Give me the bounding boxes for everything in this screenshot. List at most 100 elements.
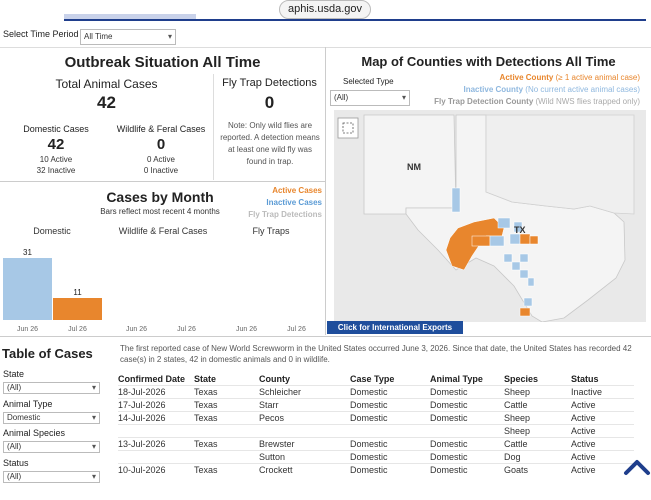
table-cell: Starr [259, 397, 350, 411]
county-active[interactable] [519, 307, 531, 317]
table-row[interactable]: 18-Jul-2026 Texas Schleicher Domestic Domest… [118, 384, 634, 398]
x-tick-label: Jun 26 [17, 326, 38, 333]
total-cases-label: Total Animal Cases [55, 77, 158, 91]
table-cell: Sutton [259, 449, 350, 463]
table-row[interactable]: Sutton Domestic Domestic Dog Active [118, 449, 634, 463]
column-header[interactable]: State [194, 374, 217, 385]
divider-vertical [325, 47, 326, 335]
table-cell [118, 423, 194, 437]
table-cell: Cattle [504, 436, 571, 450]
map-legend-inactive-label: Inactive County [463, 85, 524, 94]
filter-select-value: (All) [7, 442, 22, 451]
table-cell: Active [571, 436, 634, 450]
county-inactive[interactable] [519, 253, 529, 263]
county-inactive[interactable] [527, 277, 535, 287]
label-tx: TX [514, 225, 526, 235]
wildlife-cases-label: Wildlife & Feral Cases [116, 124, 206, 134]
table-row[interactable]: 13-Jul-2026 Texas Brewster Domestic Domestic… [118, 436, 634, 450]
selected-type-label: Selected Type [343, 77, 394, 86]
table-row[interactable]: Sheep Active [118, 423, 634, 437]
column-header[interactable]: Case Type [350, 374, 395, 385]
selected-type-select[interactable]: (All) ▾ [330, 90, 410, 106]
filter-label: Status [3, 458, 29, 468]
time-period-label: Select Time Period [3, 29, 79, 39]
time-period-select[interactable]: All Time ▾ [80, 29, 176, 45]
table-cell: Crockett [259, 462, 350, 476]
table-cell: Domestic [350, 397, 430, 411]
outbreak-title: Outbreak Situation All Time [64, 54, 261, 71]
table-cell: Sheep [504, 384, 571, 398]
county-inactive[interactable] [451, 187, 461, 213]
url-bar[interactable]: aphis.usda.gov [279, 0, 371, 19]
filter-select-value: (All) [7, 472, 22, 481]
table-cell: Texas [194, 384, 259, 398]
flytrap-value: 0 [264, 93, 275, 112]
table-cell: Active [571, 462, 634, 476]
county-active[interactable] [519, 233, 531, 245]
column-header[interactable]: Animal Type [430, 374, 483, 385]
map-legend-flytrap: Fly Trap Detection County (Wild NWS flie… [400, 97, 640, 106]
table-cell: Sheep [504, 423, 571, 437]
county-active[interactable] [471, 235, 491, 247]
cases-table-wrap: Confirmed Date State County Case Type Animal… [118, 374, 634, 476]
county-inactive[interactable] [489, 235, 505, 247]
table-body: 18-Jul-2026 Texas Schleicher Domestic Domest… [118, 384, 634, 476]
county-inactive[interactable] [509, 233, 521, 245]
county-inactive[interactable] [519, 269, 529, 279]
x-tick-label: Jul 26 [287, 326, 306, 333]
bar-active-cases[interactable] [53, 298, 102, 320]
filter-select[interactable]: (All) ▾ [3, 382, 100, 394]
total-cases-value: 42 [97, 93, 116, 112]
table-cell: Domestic [430, 397, 504, 411]
domestic-inactive: 32 Inactive [36, 166, 76, 175]
lasso-select-button[interactable] [337, 117, 359, 139]
table-cell [118, 449, 194, 463]
county-map[interactable]: NM TX [334, 110, 646, 322]
cases-by-month-title: Cases by Month [106, 189, 214, 205]
domestic-cases-label: Domestic Cases [23, 124, 89, 134]
panel-domestic-label: Domestic [33, 226, 71, 236]
column-header[interactable]: Confirmed Date [118, 374, 186, 385]
wildlife-cases-value: 0 [156, 136, 166, 153]
column-header[interactable]: Status [571, 374, 599, 385]
filter-select[interactable]: (All) ▾ [3, 441, 100, 453]
header-rule [64, 19, 646, 21]
map-legend-flytrap-note: (Wild NWS flies trapped only) [535, 97, 640, 106]
table-cell: Inactive [571, 384, 634, 398]
bar-inactive-cases[interactable] [3, 258, 52, 320]
table-cell: Texas [194, 436, 259, 450]
table-header-row: Confirmed Date State County Case Type Animal… [118, 374, 634, 385]
county-inactive[interactable] [523, 297, 533, 307]
scroll-top-button[interactable] [622, 455, 651, 477]
table-row[interactable]: 14-Jul-2026 Texas Pecos Domestic Domestic She… [118, 410, 634, 424]
county-inactive[interactable] [511, 261, 521, 271]
cases-by-month-chart: 31 11 Jun 26 Jul 26 Jun 26 Jul 26 Jun 26 Jul 26 [0, 240, 325, 335]
chevron-down-icon: ▾ [91, 442, 96, 451]
table-row[interactable]: 10-Jul-2026 Texas Crockett Domestic Domestic… [118, 462, 634, 476]
table-cell [430, 423, 504, 437]
column-header[interactable]: County [259, 374, 290, 385]
county-inactive[interactable] [497, 217, 511, 229]
state-ok [485, 114, 635, 215]
filter-select[interactable]: (All) ▾ [3, 471, 100, 483]
table-cell: Active [571, 449, 634, 463]
table-cell: Domestic [350, 436, 430, 450]
selected-type-value: (All) [334, 93, 349, 102]
international-exports-button[interactable]: Click for International Exports [327, 321, 463, 334]
table-cell: Domestic [430, 384, 504, 398]
county-inactive[interactable] [513, 221, 523, 233]
county-active[interactable] [529, 235, 539, 245]
filter-select[interactable]: Domestic ▾ [3, 412, 100, 424]
county-inactive[interactable] [503, 253, 513, 263]
table-cell: Domestic [430, 462, 504, 476]
map-legend-inactive: Inactive County (No current active anima… [400, 85, 640, 94]
table-row[interactable]: 17-Jul-2026 Texas Starr Domestic Domestic Cat… [118, 397, 634, 411]
table-cell [350, 423, 430, 437]
cases-by-month-svg: 31 11 Jun 26 Jul 26 Jun 26 Jul 26 Jun 26 Jul 26 [3, 248, 306, 333]
legend-active: Active Cases [272, 186, 322, 195]
table-cell: 17-Jul-2026 [118, 397, 194, 411]
table-title: Table of Cases [2, 346, 93, 361]
table-cell: Domestic [350, 462, 430, 476]
column-header[interactable]: Species [504, 374, 539, 385]
table-cell: Domestic [430, 436, 504, 450]
